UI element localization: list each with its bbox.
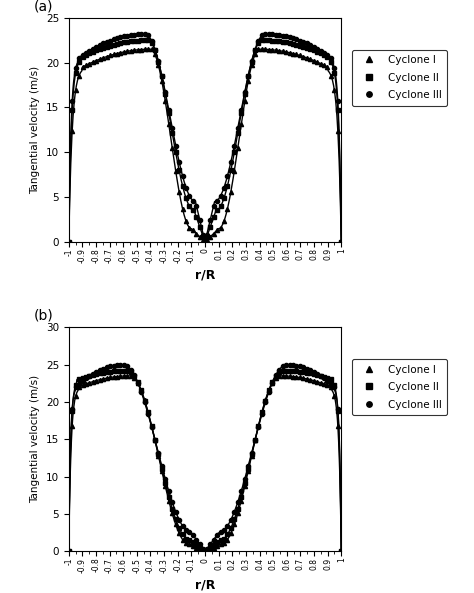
Line: Cyclone I: Cyclone I <box>67 374 343 554</box>
Cyclone III <box>338 548 344 555</box>
X-axis label: r/R: r/R <box>195 269 215 282</box>
Cyclone II <box>255 422 261 429</box>
Cyclone I <box>231 521 237 528</box>
Cyclone III <box>255 37 261 44</box>
Cyclone III <box>66 548 72 555</box>
Cyclone I <box>66 548 72 555</box>
Cyclone I <box>311 377 317 384</box>
Cyclone II <box>255 39 261 46</box>
Cyclone III <box>235 125 241 132</box>
Cyclone II <box>338 238 344 246</box>
Cyclone III <box>245 463 251 470</box>
Cyclone II <box>245 73 251 80</box>
Line: Cyclone III: Cyclone III <box>67 32 343 244</box>
Cyclone III <box>66 238 72 246</box>
Cyclone II <box>231 149 237 156</box>
Y-axis label: Tangential velocity (m/s): Tangential velocity (m/s) <box>30 66 40 194</box>
Legend: Cyclone I, Cyclone II, Cyclone III: Cyclone I, Cyclone II, Cyclone III <box>352 50 447 106</box>
Cyclone III <box>190 197 196 204</box>
Cyclone III <box>255 423 261 430</box>
Cyclone II <box>66 548 72 555</box>
Cyclone II <box>66 238 72 246</box>
Cyclone II <box>311 371 317 378</box>
Cyclone I <box>245 468 251 475</box>
Cyclone III <box>121 361 127 368</box>
Cyclone I <box>245 78 251 85</box>
Line: Cyclone I: Cyclone I <box>67 47 343 244</box>
Cyclone II <box>190 539 196 546</box>
Cyclone I <box>231 167 237 174</box>
Cyclone I <box>255 46 261 53</box>
X-axis label: r/R: r/R <box>195 578 215 591</box>
Text: (b): (b) <box>33 309 53 323</box>
Cyclone III <box>190 531 196 538</box>
Cyclone I <box>235 144 241 151</box>
Cyclone II <box>245 466 251 473</box>
Legend: Cyclone I, Cyclone II, Cyclone III: Cyclone I, Cyclone II, Cyclone III <box>352 359 447 415</box>
Cyclone I <box>125 372 130 380</box>
Cyclone I <box>190 543 196 550</box>
Cyclone II <box>190 207 196 214</box>
Cyclone I <box>338 548 344 555</box>
Cyclone III <box>245 72 251 79</box>
Cyclone I <box>190 227 196 234</box>
Cyclone I <box>311 57 317 64</box>
Cyclone II <box>235 505 241 512</box>
Line: Cyclone II: Cyclone II <box>67 368 343 554</box>
Cyclone II <box>231 516 237 523</box>
Cyclone III <box>231 508 237 515</box>
Text: (a): (a) <box>33 0 53 13</box>
Cyclone III <box>235 499 241 506</box>
Cyclone III <box>338 238 344 246</box>
Cyclone I <box>145 46 151 53</box>
Cyclone I <box>235 510 241 517</box>
Cyclone II <box>235 129 241 136</box>
Cyclone II <box>125 367 130 374</box>
Cyclone II <box>145 37 151 44</box>
Cyclone II <box>311 47 317 54</box>
Y-axis label: Tangential velocity (m/s): Tangential velocity (m/s) <box>30 375 40 503</box>
Cyclone I <box>255 422 261 429</box>
Cyclone I <box>338 238 344 246</box>
Cyclone III <box>142 30 147 37</box>
Line: Cyclone III: Cyclone III <box>67 362 343 554</box>
Cyclone II <box>338 548 344 555</box>
Cyclone III <box>311 368 317 375</box>
Line: Cyclone II: Cyclone II <box>67 38 343 244</box>
Cyclone III <box>311 43 317 50</box>
Cyclone III <box>231 142 237 149</box>
Cyclone I <box>66 238 72 246</box>
